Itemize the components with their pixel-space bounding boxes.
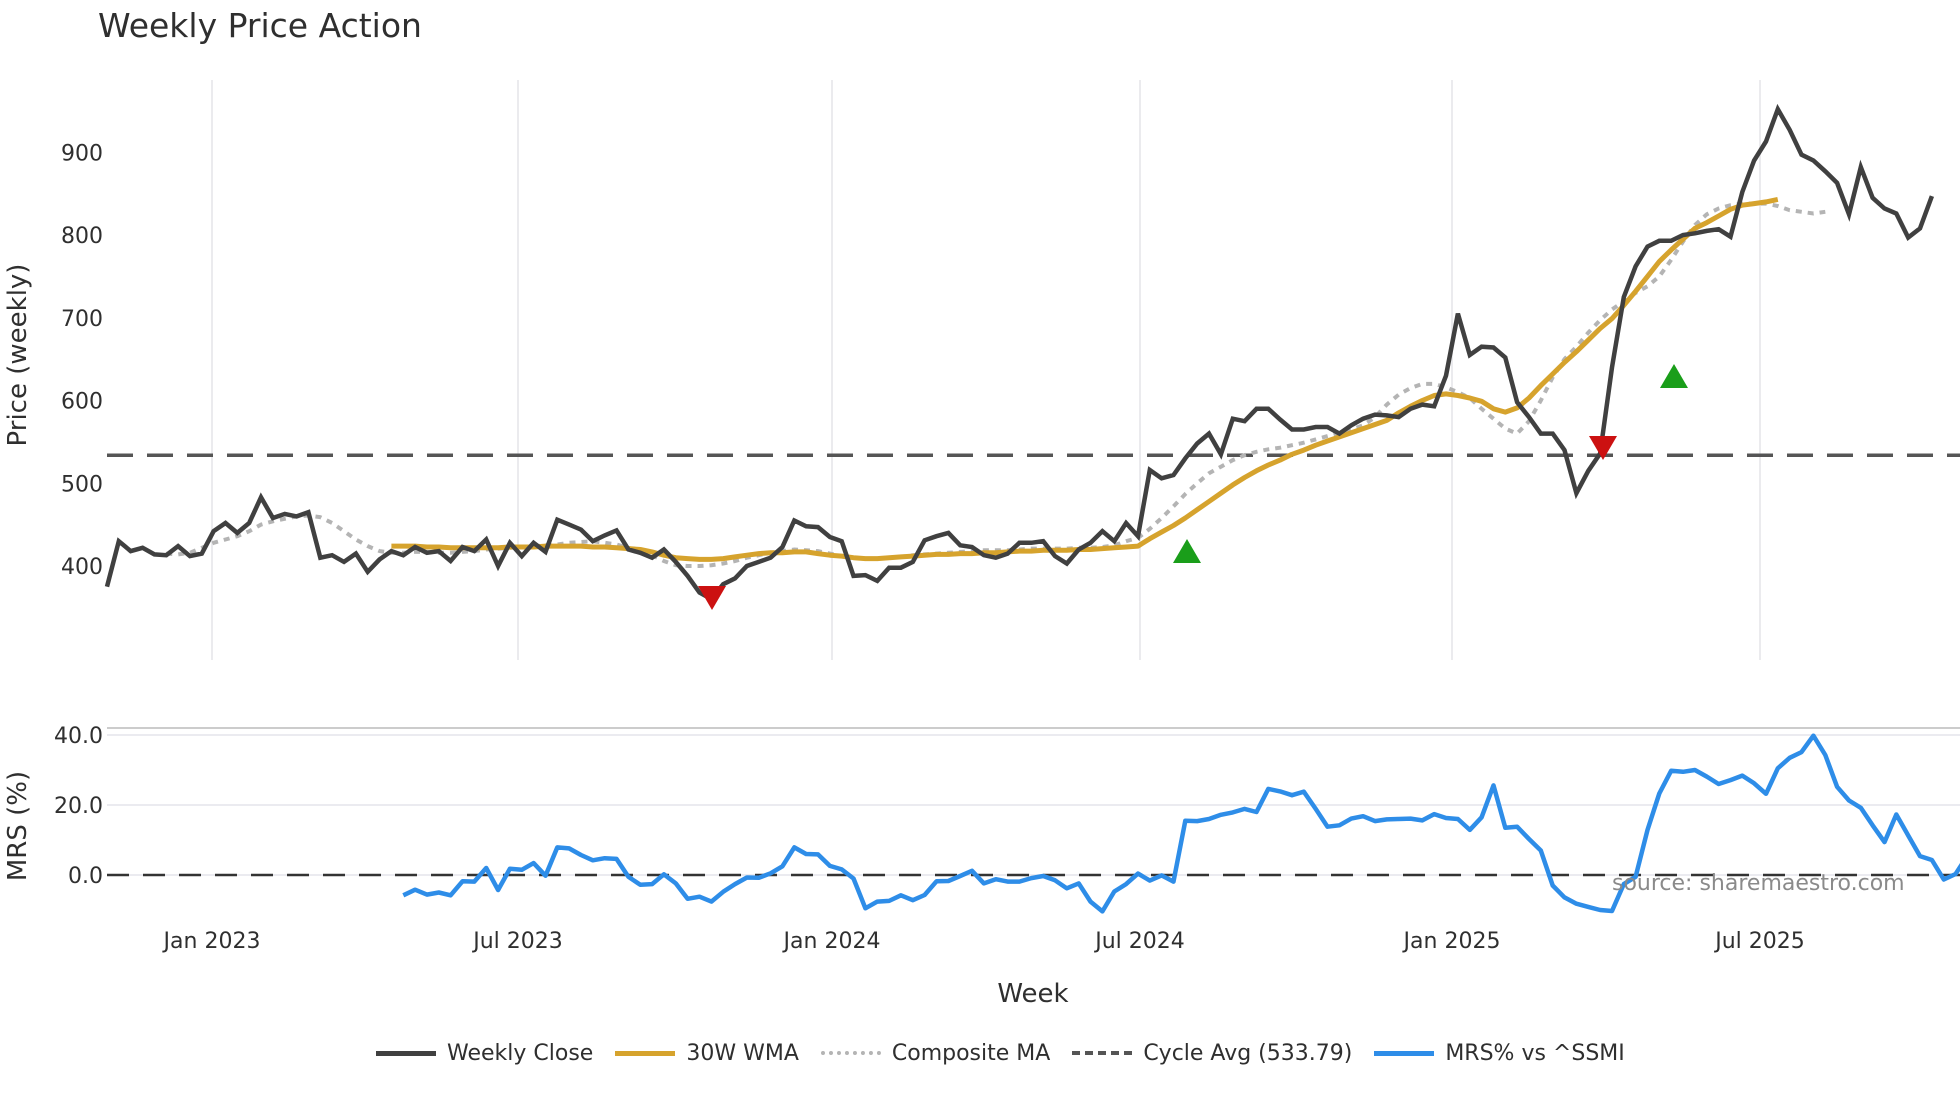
legend-swatch-icon [376,1050,436,1056]
composite-ma-line [166,201,1826,568]
buy-signal-icon [1660,364,1688,388]
legend-item-composite-ma[interactable]: Composite MA [820,1040,1051,1066]
legend-swatch-icon [615,1050,676,1056]
x-axis-ticks: Jan 2023 Jul 2023 Jan 2024 Jul 2024 Jan 2025… [162,929,1805,954]
legend-swatch-icon [1374,1050,1435,1056]
weekly-close-line [104,103,1935,602]
legend-item-30w-wma[interactable]: 30W WMA [615,1041,799,1066]
mrs-line [402,733,1960,914]
legend-label: Composite MA [891,1040,1051,1066]
x-axis-label: Week [997,979,1068,1009]
legend-label: Cycle Avg (533.79) [1143,1040,1353,1066]
y-tick-label: 20.0 [54,794,103,819]
y-tick-label: 500 [61,472,103,497]
legend-swatch-icon [820,1051,881,1055]
x-tick-label: Jan 2023 [162,929,261,954]
x-tick-label: Jan 2024 [782,929,881,954]
y-tick-label: 600 [61,390,103,415]
legend: Weekly Close 30W WMA Composite MA Cycle … [376,1036,1647,1070]
legend-item-mrs[interactable]: MRS% vs ^SSMI [1374,1040,1625,1066]
x-tick-label: Jan 2025 [1402,929,1501,954]
sell-signal-icon [1589,436,1617,460]
x-tick-label: Jul 2023 [471,929,563,954]
x-tick-label: Jul 2025 [1713,929,1805,954]
y-tick-label: 0.0 [68,864,103,889]
mrs-y-axis-ticks: 40.0 20.0 0.0 [54,724,103,889]
legend-swatch-icon [1072,1051,1133,1055]
buy-signal-icon [1173,539,1201,563]
mrs-gridlines [107,734,1960,876]
y-tick-label: 400 [61,555,103,580]
y-tick-label: 900 [61,141,103,166]
y-tick-label: 700 [61,307,103,332]
x-tick-label: Jul 2024 [1093,929,1185,954]
source-label: source: sharemaestro.com [1612,871,1905,896]
sell-signal-icon [698,586,726,610]
y-tick-label: 40.0 [54,724,103,749]
legend-item-cycle-avg[interactable]: Cycle Avg (533.79) [1072,1041,1352,1066]
price-y-axis-label: Price (weekly) [3,264,33,447]
signal-markers [698,364,1688,610]
chart-title: Weekly Price Action [98,6,422,45]
legend-item-weekly-close[interactable]: Weekly Close [376,1041,593,1066]
legend-label: MRS% vs ^SSMI [1445,1040,1625,1066]
mrs-y-axis-label: MRS (%) [3,771,33,881]
wma-30w-line [391,196,1779,562]
y-tick-label: 800 [61,224,103,249]
legend-label: Weekly Close [447,1040,594,1066]
price-gridlines [211,80,1761,660]
price-y-axis-ticks: 900 800 700 600 500 400 [61,141,103,580]
legend-label: 30W WMA [686,1040,799,1066]
